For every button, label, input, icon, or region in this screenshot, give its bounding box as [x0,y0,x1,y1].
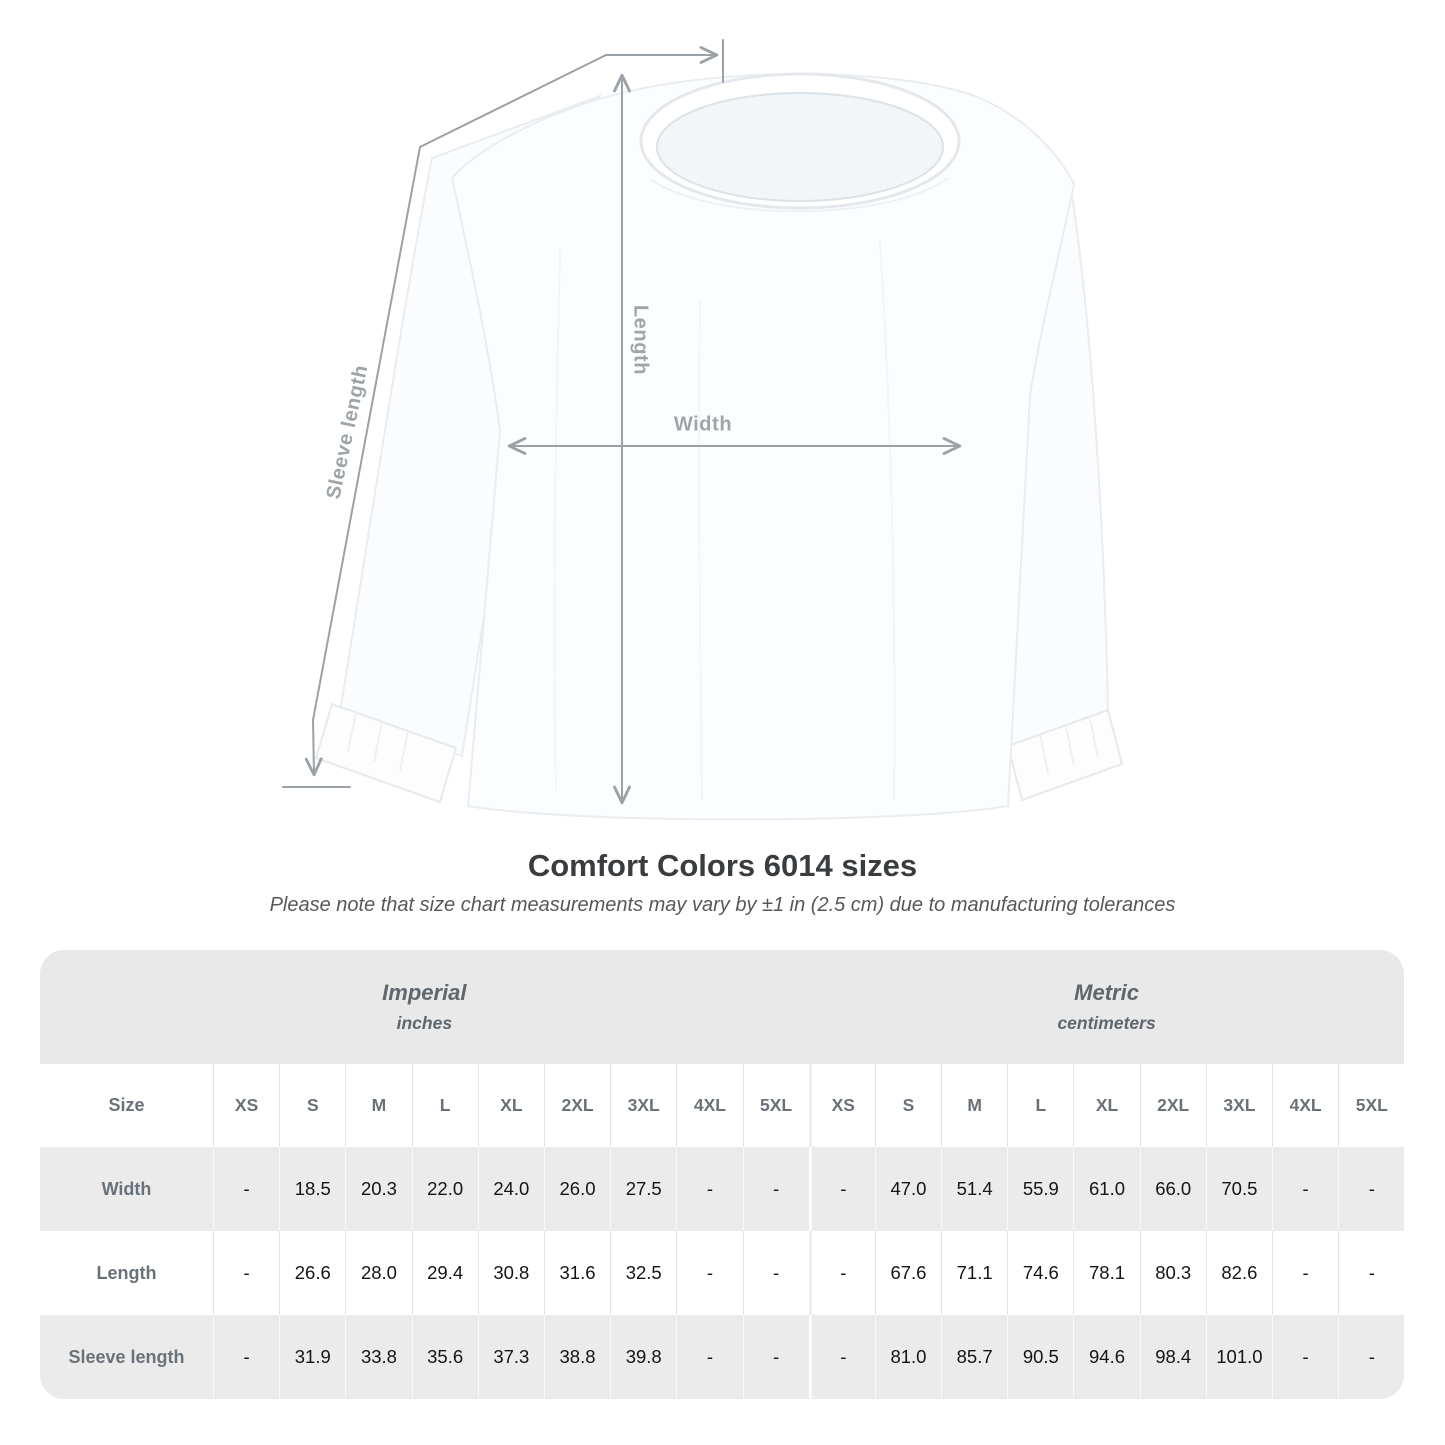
cell-width-metric-2xl: 66.0 [1139,1147,1206,1231]
cell-sleeve-length-imperial-5xl: - [742,1315,809,1399]
size-header-imperial-s: S [279,1064,346,1147]
cell-length-metric-s: 67.6 [874,1231,941,1315]
cell-length-metric-4xl: - [1272,1231,1338,1315]
size-header-imperial-4xl: 4XL [676,1064,743,1147]
size-header-metric-2xl: 2XL [1139,1064,1206,1147]
cell-sleeve-length-imperial-2xl: 38.8 [543,1315,610,1399]
size-table: Imperial inches Metric centimeters Size … [40,950,1405,1399]
cell-sleeve-length-metric-xs: - [808,1315,875,1399]
cell-width-imperial-m: 20.3 [345,1147,411,1231]
cell-sleeve-length-metric-5xl: - [1338,1315,1404,1399]
size-header-metric-5xl: 5XL [1338,1064,1405,1147]
size-header-metric-s: S [874,1064,942,1147]
cell-length-metric-xs: - [808,1231,875,1315]
size-header-imperial-l: L [411,1064,478,1147]
cell-length-metric-l: 74.6 [1007,1231,1073,1315]
cell-sleeve-length-imperial-s: 31.9 [279,1315,345,1399]
unit-header-row: Imperial inches Metric centimeters [40,950,1405,1064]
tolerance-note: Please note that size chart measurements… [269,894,1176,916]
cell-length-imperial-m: 28.0 [345,1231,411,1315]
cell-width-imperial-3xl: 27.5 [610,1147,676,1231]
cell-width-imperial-l: 22.0 [411,1147,478,1231]
imperial-unit: inches [396,1013,453,1033]
cell-length-metric-3xl: 82.6 [1205,1231,1272,1315]
cell-width-metric-s: 47.0 [874,1147,941,1231]
cell-width-imperial-xs: - [213,1147,279,1231]
cell-width-imperial-4xl: - [676,1147,742,1231]
page-title: Comfort Colors 6014 sizes [527,848,918,883]
metric-title: Metric [1074,980,1139,1005]
cell-length-imperial-xl: 30.8 [477,1231,544,1315]
cell-length-imperial-l: 29.4 [411,1231,478,1315]
size-header-metric-l: L [1007,1064,1074,1147]
cell-sleeve-length-imperial-4xl: - [676,1315,742,1399]
cell-sleeve-length-metric-4xl: - [1272,1315,1338,1399]
size-header-imperial-xl: XL [477,1064,544,1147]
cell-sleeve-length-imperial-m: 33.8 [345,1315,411,1399]
size-header-imperial-xs: XS [213,1064,280,1147]
cell-length-imperial-s: 26.6 [279,1231,345,1315]
cell-width-imperial-2xl: 26.0 [543,1147,610,1231]
table-row-width: Width -18.5 20.3 22.0 24.0 26.0 27.5- - -47.0 51.… [40,1147,1405,1231]
shirt-diagram: Sleeve length Length Width [282,39,1123,821]
table-row-length: Length -26.6 28.0 29.4 30.8 31.6 32.5- - -67.6 71… [40,1231,1405,1315]
cell-sleeve-length-metric-xl: 94.6 [1073,1315,1139,1399]
cell-length-metric-m: 71.1 [941,1231,1007,1315]
cell-length-imperial-3xl: 32.5 [610,1231,676,1315]
cell-sleeve-length-metric-s: 81.0 [874,1315,941,1399]
size-header-metric-4xl: 4XL [1272,1064,1339,1147]
cell-length-metric-2xl: 80.3 [1139,1231,1206,1315]
cell-width-metric-xl: 61.0 [1073,1147,1139,1231]
size-header-imperial-3xl: 3XL [610,1064,677,1147]
measurement-lines [282,39,962,805]
size-header-metric-xl: XL [1073,1064,1140,1147]
cell-length-imperial-xs: - [213,1231,279,1315]
width-label: Width [673,413,733,436]
row-label-sleeve-length: Sleeve length [68,1346,185,1367]
cell-sleeve-length-metric-3xl: 101.0 [1205,1315,1272,1399]
cell-sleeve-length-metric-2xl: 98.4 [1139,1315,1206,1399]
size-header-metric-m: M [941,1064,1008,1147]
cell-sleeve-length-imperial-3xl: 39.8 [610,1315,676,1399]
cell-width-imperial-s: 18.5 [279,1147,345,1231]
cell-width-imperial-5xl: - [742,1147,809,1231]
shirt-illustration [282,39,1123,821]
metric-unit: centimeters [1057,1013,1156,1033]
cell-width-metric-5xl: - [1338,1147,1404,1231]
row-label-width: Width [101,1178,152,1199]
cell-width-imperial-xl: 24.0 [477,1147,544,1231]
size-header-metric-3xl: 3XL [1205,1064,1272,1147]
metric-header: Metric centimeters [808,950,1405,1064]
size-header-metric-xs: XS [808,1064,875,1147]
size-header-imperial-m: M [345,1064,412,1147]
cell-sleeve-length-metric-l: 90.5 [1007,1315,1073,1399]
cell-length-imperial-2xl: 31.6 [543,1231,610,1315]
size-header-imperial-5xl: 5XL [742,1064,809,1147]
size-column-header: Size [40,1064,213,1147]
cell-sleeve-length-imperial-xs: - [213,1315,279,1399]
cell-width-metric-m: 51.4 [941,1147,1007,1231]
imperial-header: Imperial inches [40,950,809,1064]
sleeve-length-line [304,54,607,777]
cell-length-imperial-5xl: - [742,1231,809,1315]
size-header-row: Size XS S M L XL 2XL 3XL 4XL 5XL XS S M L XL 2XL 3XL 4XL… [40,1064,1405,1147]
cell-length-metric-xl: 78.1 [1073,1231,1139,1315]
cell-length-metric-5xl: - [1338,1231,1404,1315]
size-header-imperial-2xl: 2XL [543,1064,611,1147]
cell-width-metric-l: 55.9 [1007,1147,1073,1231]
cell-width-metric-xs: - [808,1147,875,1231]
cell-width-metric-3xl: 70.5 [1205,1147,1272,1231]
cell-length-imperial-4xl: - [676,1231,742,1315]
cell-sleeve-length-metric-m: 85.7 [941,1315,1007,1399]
imperial-title: Imperial [382,980,467,1005]
row-label-length: Length [96,1262,157,1283]
cell-sleeve-length-imperial-l: 35.6 [411,1315,478,1399]
cell-width-metric-4xl: - [1272,1147,1338,1231]
length-label: Length [629,304,652,376]
cell-sleeve-length-imperial-xl: 37.3 [477,1315,544,1399]
table-row-sleeve-length: Sleeve length -31.9 33.8 35.6 37.3 38.8 39.8- -… [40,1315,1405,1399]
